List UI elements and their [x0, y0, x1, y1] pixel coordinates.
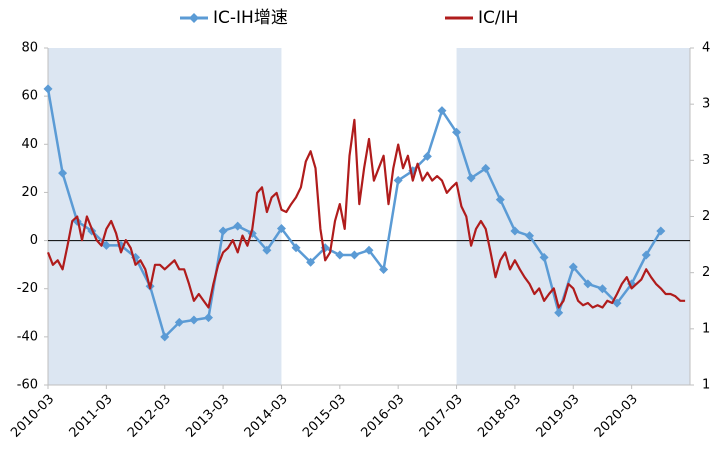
x-tick-label: 2017-03 — [417, 392, 466, 441]
legend-marker — [189, 13, 199, 23]
y2-tick-label: 4 — [702, 41, 710, 56]
x-tick-label: 2014-03 — [242, 392, 291, 441]
series-marker — [525, 231, 534, 241]
series-marker — [379, 264, 389, 274]
series-marker — [466, 173, 476, 183]
series-marker — [218, 226, 228, 236]
legend-label: IC-IH增速 — [213, 8, 288, 28]
x-tick-label: 2013-03 — [183, 392, 232, 441]
series-marker — [495, 195, 505, 205]
x-tick-label: 2020-03 — [592, 392, 641, 441]
series-marker — [101, 240, 111, 250]
series-marker — [568, 262, 578, 272]
series-marker — [233, 221, 243, 231]
series-marker — [422, 151, 432, 161]
series-marker — [189, 315, 199, 325]
y2-tick-label: 3 — [702, 153, 710, 168]
series-marker — [160, 332, 170, 342]
series-marker — [262, 245, 272, 255]
series-marker — [276, 224, 286, 234]
y-tick-label: 0 — [30, 233, 38, 248]
y2-tick-label: 3 — [702, 97, 710, 112]
series-marker — [539, 252, 549, 262]
series-marker — [349, 250, 359, 260]
x-tick-label: 2016-03 — [358, 392, 407, 441]
series-marker — [641, 250, 651, 260]
y-tick-label: 20 — [21, 185, 38, 200]
x-tick-label: 2019-03 — [534, 392, 583, 441]
y2-tick-label: 1 — [702, 321, 710, 336]
series-marker — [554, 308, 564, 318]
x-tick-label: 2010-03 — [8, 392, 57, 441]
shaded-region — [456, 48, 690, 385]
series-marker — [393, 175, 403, 185]
x-tick-label: 2011-03 — [67, 392, 116, 441]
series-marker — [583, 279, 593, 289]
series-marker — [612, 298, 622, 308]
y-tick-label: 40 — [21, 137, 38, 152]
legend-label: IC/IH — [478, 8, 518, 28]
y-tick-label: 60 — [21, 89, 38, 104]
series-marker — [43, 84, 53, 94]
series-marker — [291, 243, 301, 253]
series-marker — [656, 226, 666, 236]
series-marker — [306, 257, 316, 267]
y-tick-label: -40 — [17, 329, 38, 344]
series-line — [46, 118, 686, 309]
y2-tick-label: 1 — [702, 378, 710, 393]
series-marker — [452, 127, 462, 137]
series-marker — [174, 317, 184, 327]
series-marker — [335, 250, 345, 260]
series-marker — [597, 284, 607, 294]
series-marker — [204, 313, 213, 323]
x-tick-label: 2015-03 — [300, 392, 349, 441]
y2-tick-label: 2 — [702, 265, 710, 280]
series-marker — [364, 245, 374, 255]
y-tick-label: -60 — [17, 378, 38, 393]
y-tick-label: 80 — [21, 41, 38, 56]
series-marker — [58, 168, 68, 178]
y2-tick-label: 2 — [702, 209, 710, 224]
x-tick-label: 2012-03 — [125, 392, 174, 441]
series-marker — [510, 226, 520, 236]
y-tick-label: -20 — [17, 281, 38, 296]
series-marker — [437, 106, 447, 116]
series-marker — [481, 163, 491, 173]
x-tick-label: 2018-03 — [475, 392, 524, 441]
